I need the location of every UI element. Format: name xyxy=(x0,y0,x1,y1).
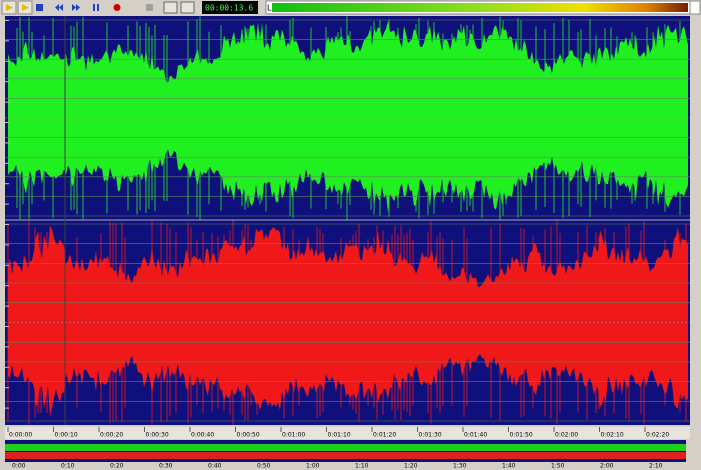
meter-end xyxy=(689,0,701,15)
overview-label: 0:20 xyxy=(110,463,124,470)
forward-button[interactable] xyxy=(72,4,80,11)
time-display xyxy=(202,1,258,14)
ruler-label: 0:00:40 xyxy=(191,432,214,439)
stop-button[interactable] xyxy=(36,4,43,11)
scale-mark xyxy=(5,387,9,389)
scale-mark xyxy=(5,203,9,205)
overview-label: 1:20 xyxy=(404,463,418,470)
scale-mark xyxy=(5,305,9,307)
ruler-label: 0:01:50 xyxy=(510,432,533,439)
ruler-label: 0:02:20 xyxy=(646,432,669,439)
scale-mark xyxy=(5,407,9,409)
overview-label: 1:00 xyxy=(306,463,320,470)
ruler-label: 0:01:00 xyxy=(282,432,305,439)
record-button[interactable] xyxy=(113,4,121,11)
disabled-button xyxy=(146,4,153,11)
level-meter-bar xyxy=(272,3,688,12)
overview-label: 1:10 xyxy=(355,463,369,470)
toolbar: 00:00:13.6 L xyxy=(1,0,701,15)
ruler-label: 0:00:10 xyxy=(55,432,78,439)
scale-mark xyxy=(5,101,9,103)
ruler-label: 0:00:00 xyxy=(9,432,32,439)
overview-label: 0:30 xyxy=(159,463,173,470)
scale-mark xyxy=(5,40,9,42)
overview-label: 2:00 xyxy=(600,463,614,470)
ruler-label: 0:00:20 xyxy=(100,432,123,439)
scale-mark xyxy=(5,20,9,21)
rewind-button[interactable] xyxy=(55,4,63,11)
scale-mark xyxy=(5,346,9,348)
play-icon xyxy=(6,4,13,11)
overview-left xyxy=(5,444,686,451)
scale-mark xyxy=(5,183,9,185)
scale-mark xyxy=(5,142,9,144)
scale-mark xyxy=(5,264,9,266)
time-text: 00:00:13.6 xyxy=(205,4,253,13)
ruler-label: 0:01:30 xyxy=(419,432,442,439)
scale-mark xyxy=(5,81,9,83)
overview-label: 0:10 xyxy=(61,463,75,470)
scale-mark xyxy=(5,162,9,164)
scale-mark xyxy=(5,122,9,123)
options-button[interactable] xyxy=(180,1,195,14)
ruler-label: 0:01:10 xyxy=(328,432,351,439)
overview-label: 2:10 xyxy=(649,463,663,470)
loop-button[interactable] xyxy=(163,1,178,14)
overview-label: 0:40 xyxy=(208,463,222,470)
play-loop-icon xyxy=(22,4,29,11)
ruler-label: 0:00:30 xyxy=(146,432,169,439)
time-ruler xyxy=(5,427,690,439)
overview-right xyxy=(5,452,686,459)
waveform-channel xyxy=(8,225,688,417)
pause-bar xyxy=(97,4,99,11)
scale-mark xyxy=(5,60,9,62)
overview-label: 0:00 xyxy=(12,463,26,470)
scale-mark xyxy=(5,285,9,287)
ruler-label: 0:01:20 xyxy=(373,432,396,439)
scrollbar[interactable] xyxy=(690,16,701,441)
overview-label: 1:30 xyxy=(453,463,467,470)
scale-mark xyxy=(5,244,9,246)
ruler-label: 0:02:00 xyxy=(555,432,578,439)
ruler-label: 0:02:10 xyxy=(601,432,624,439)
overview-label: 1:40 xyxy=(502,463,516,470)
scale-mark xyxy=(5,326,9,327)
ruler-label: 0:00:50 xyxy=(237,432,260,439)
overview-label: 0:50 xyxy=(257,463,271,470)
scale-mark xyxy=(5,366,9,368)
level-meter-label: L xyxy=(267,4,272,13)
scale-mark xyxy=(5,224,9,225)
ruler-label: 0:01:40 xyxy=(464,432,487,439)
waveform xyxy=(5,16,690,425)
overview-label: 1:50 xyxy=(551,463,565,470)
pause-button[interactable] xyxy=(93,4,95,11)
